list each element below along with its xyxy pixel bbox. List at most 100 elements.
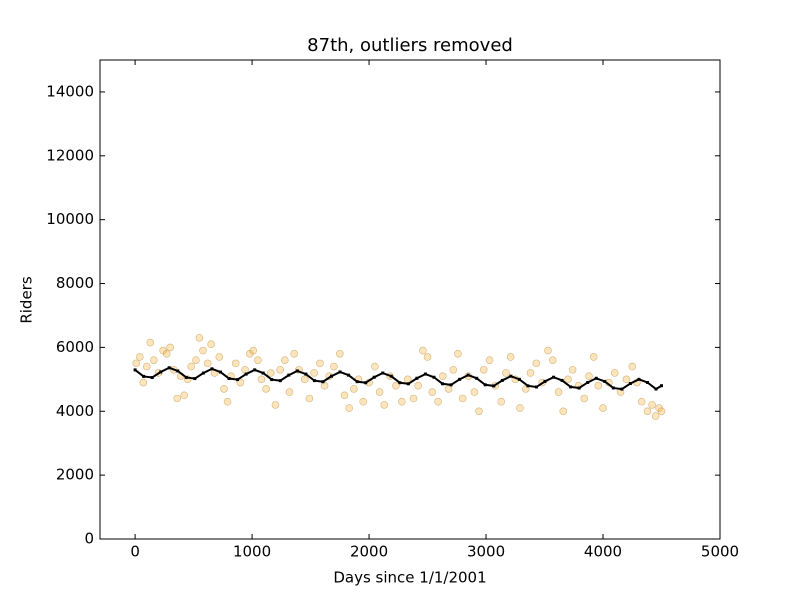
scatter-point: [330, 362, 338, 371]
scatter-point: [532, 359, 541, 368]
trend-marker: [654, 387, 658, 391]
scatter-point: [585, 372, 593, 380]
scatter-point: [643, 407, 652, 416]
trend-marker: [594, 376, 598, 380]
scatter-point: [135, 353, 144, 361]
scatter-point: [305, 394, 314, 403]
scatter-point: [419, 346, 427, 355]
scatter-point: [409, 394, 418, 403]
x-tick-label: 0: [130, 543, 140, 561]
trend-marker: [218, 370, 222, 374]
trend-marker: [330, 374, 334, 378]
trend-marker: [500, 378, 504, 382]
scatter-point: [285, 388, 294, 396]
scatter-point: [589, 353, 598, 361]
y-tick-label: 6000: [56, 338, 94, 356]
trend-marker: [355, 380, 359, 384]
trend-marker: [295, 369, 299, 373]
scatter-point: [648, 401, 656, 409]
scatter-point: [423, 353, 432, 361]
scatter-point: [245, 349, 254, 358]
plot-area: [132, 334, 666, 420]
scatter-point: [526, 369, 535, 377]
y-axis-label: Riders: [18, 276, 36, 324]
scatter-point: [266, 369, 275, 377]
scatter-point: [271, 401, 280, 409]
scatter-point: [502, 369, 510, 377]
trend-marker: [142, 374, 146, 378]
trend-marker: [534, 385, 538, 389]
scatter-point: [195, 334, 204, 342]
trend-marker: [620, 387, 624, 391]
x-tick-label: 3000: [467, 543, 505, 561]
scatter-point: [544, 346, 552, 355]
scatter-point: [392, 381, 400, 390]
y-tick-label: 8000: [56, 274, 94, 292]
trend-marker: [423, 372, 427, 376]
trend-marker: [611, 386, 615, 390]
scatter-point: [203, 359, 212, 368]
trend-marker: [227, 377, 231, 381]
y-tick-label: 2000: [56, 466, 94, 484]
x-tick-label: 2000: [350, 543, 388, 561]
trend-marker: [466, 373, 470, 377]
trend-marker: [628, 382, 632, 386]
scatter-point: [434, 397, 442, 406]
scatter-point: [554, 388, 563, 396]
y-tick-label: 0: [84, 530, 94, 548]
trend-marker: [270, 378, 274, 382]
trend-marker: [645, 380, 649, 384]
trend-marker: [347, 373, 351, 377]
trend-marker: [569, 385, 573, 389]
scatter-point: [241, 365, 249, 374]
scatter-point: [215, 353, 224, 361]
x-tick-label: 5000: [701, 543, 739, 561]
trend-marker: [526, 384, 530, 388]
trend-marker: [406, 382, 410, 386]
scatter-point: [594, 381, 603, 390]
scatter-point: [276, 365, 284, 374]
scatter-point: [454, 349, 462, 358]
scatter-point: [173, 394, 182, 403]
scatter-point: [223, 397, 232, 406]
scatter-point: [610, 369, 619, 377]
trend-marker: [415, 376, 419, 380]
trend-marker: [560, 378, 564, 382]
trend-marker: [236, 378, 240, 382]
scatter-point: [220, 385, 228, 393]
scatter-point: [506, 353, 515, 361]
scatter-point: [380, 401, 389, 409]
scatter-point: [438, 372, 447, 380]
trend-marker: [381, 371, 385, 375]
trend-marker: [338, 370, 342, 374]
trend-marker: [176, 369, 180, 373]
trend-marker: [637, 377, 641, 381]
scatter-point: [290, 349, 298, 358]
scatter-point: [150, 356, 158, 364]
trend-marker: [603, 379, 607, 383]
scatter-point: [622, 375, 631, 384]
scatter-point: [548, 356, 557, 364]
scatter-point: [166, 343, 174, 352]
trend-marker: [586, 380, 590, 384]
trend-marker: [287, 373, 291, 377]
plot-frame: [99, 59, 721, 540]
trend-marker: [261, 371, 265, 375]
trend-marker: [193, 377, 197, 381]
scatter-point: [580, 394, 589, 403]
scatter-point: [159, 346, 167, 355]
chart-title: 87th, outliers removed: [307, 35, 513, 56]
scatter-point: [479, 365, 488, 374]
scatter-point: [231, 359, 240, 368]
scatter-point: [142, 362, 151, 371]
scatter-point: [657, 407, 666, 416]
trend-marker: [660, 384, 664, 388]
trend-marker: [483, 383, 487, 387]
trend-marker: [543, 379, 547, 383]
scatter-point: [651, 412, 660, 420]
scatter-point: [132, 359, 141, 368]
trend-marker: [509, 374, 513, 378]
scatter-point: [340, 391, 349, 400]
scatter-point: [345, 404, 353, 412]
trend-marker: [458, 377, 462, 381]
